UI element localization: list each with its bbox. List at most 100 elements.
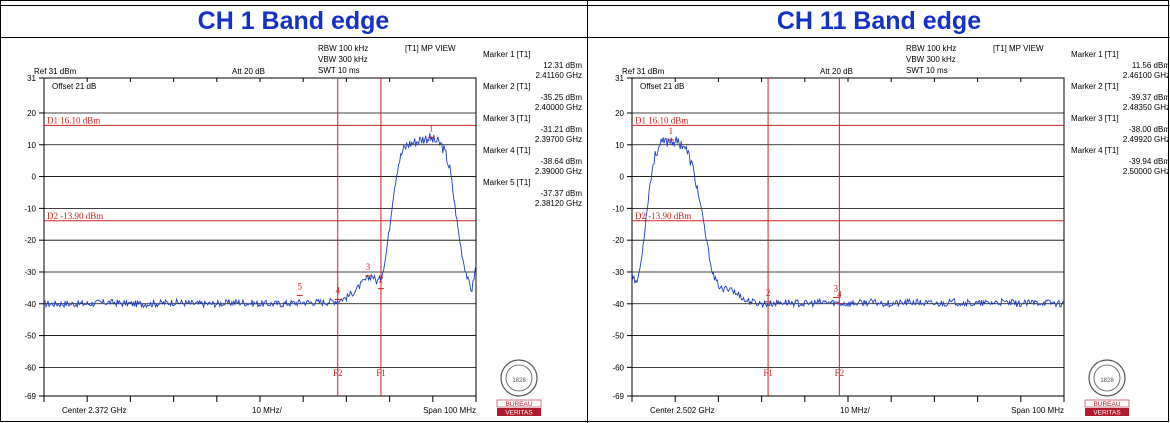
marker-table-label: Marker 2 [T1] <box>1071 82 1119 91</box>
marker-number: 3 <box>366 262 371 272</box>
logo-bottom-text: VERITAS <box>1093 410 1121 417</box>
freq-line-label: F1 <box>763 368 773 378</box>
limit-line-label: D1 16.10 dBm <box>635 115 688 125</box>
division-label: 10 MHz/ <box>252 406 283 415</box>
y-tick-label: 20 <box>27 109 36 118</box>
logo-seal-inner <box>505 364 533 392</box>
logo-top-text: BUREAU <box>1093 401 1120 408</box>
marker-table-freq: 2.39000 GHz <box>535 167 582 176</box>
logo-bottom-box <box>497 408 541 416</box>
y-tick-label: 0 <box>32 173 37 182</box>
division-label: 10 MHz/ <box>840 406 871 415</box>
y-tick-label: -30 <box>612 268 624 277</box>
rbw-label: RBW 100 kHz <box>906 44 956 53</box>
trace-line <box>43 133 477 309</box>
marker-table-freq: 2.50000 GHz <box>1123 167 1169 176</box>
vbw-label: VBW 300 kHz <box>906 55 956 64</box>
freq-line-label: F1 <box>376 368 386 378</box>
center-frequency-label: Center 2.372 GHz <box>62 406 126 415</box>
title-divider <box>0 37 1170 38</box>
center-frequency-label: Center 2.502 GHz <box>650 406 714 415</box>
marker-number: 1 <box>429 123 434 133</box>
y-tick-label: -50 <box>24 332 36 341</box>
panel-title-ch11: CH 11 Band edge <box>776 7 982 35</box>
attenuation-label: Att 20 dB <box>820 67 853 76</box>
marker-table-level: -39.94 dBm <box>1129 157 1169 166</box>
offset-label: Offset 21 dB <box>640 82 684 91</box>
logo-year: 1828 <box>512 378 526 384</box>
view-label: [T1] MP VIEW <box>405 44 456 53</box>
y-tick-label: 10 <box>27 141 36 150</box>
swt-label: SWT 10 ms <box>318 66 360 75</box>
y-tick-label: -69 <box>612 392 624 401</box>
panel-divider <box>587 0 588 423</box>
ref-level-label: Ref 31 dBm <box>622 67 665 76</box>
marker-table-level: -38.00 dBm <box>1129 125 1169 134</box>
swt-label: SWT 10 ms <box>906 66 948 75</box>
y-tick-label: -20 <box>24 236 36 245</box>
attenuation-label: Att 20 dB <box>232 67 265 76</box>
logo-top-text: BUREAU <box>505 401 532 408</box>
y-tick-label: 31 <box>27 74 36 83</box>
ref-level-label: Ref 31 dBm <box>34 67 77 76</box>
marker-table-freq: 2.46100 GHz <box>1123 71 1169 80</box>
y-tick-label: 20 <box>615 109 624 118</box>
y-tick-label: 0 <box>620 173 625 182</box>
marker-table-label: Marker 3 [T1] <box>483 114 531 123</box>
marker-table-label: Marker 4 [T1] <box>483 146 531 155</box>
freq-line-label: F2 <box>333 368 343 378</box>
y-tick-label: -20 <box>612 236 624 245</box>
spectrum-chart-ch1: RBW 100 kHz VBW 300 kHz SWT 10 ms [T1] MP V… <box>24 44 583 417</box>
marker-number: 4 <box>837 290 842 300</box>
marker-table-level: -31.21 dBm <box>541 125 583 134</box>
logo-top-box <box>1084 399 1130 408</box>
marker-table-level: -37.37 dBm <box>541 189 583 198</box>
marker-table-freq: 2.49920 GHz <box>1123 135 1169 144</box>
marker-table-label: Marker 3 [T1] <box>1071 114 1119 123</box>
y-tick-label: -40 <box>24 300 36 309</box>
marker-table-level: -38.64 dBm <box>541 157 583 166</box>
marker-table-label: Marker 5 [T1] <box>483 178 531 187</box>
span-label: Span 100 MHz <box>423 406 476 415</box>
y-tick-label: -40 <box>612 300 624 309</box>
view-label: [T1] MP VIEW <box>993 44 1044 53</box>
spectrum-chart-ch11: RBW 100 kHz VBW 300 kHz SWT 10 ms [T1] MP V… <box>612 44 1169 417</box>
marker-number: 2 <box>379 275 384 285</box>
marker-table-freq: 2.41160 GHz <box>535 71 582 80</box>
marker-number: 5 <box>297 281 302 291</box>
y-tick-label: -69 <box>24 392 36 401</box>
y-tick-label: 10 <box>615 141 624 150</box>
rbw-label: RBW 100 kHz <box>318 44 368 53</box>
y-tick-label: -60 <box>24 363 36 372</box>
marker-table-level: 11.56 dBm <box>1132 61 1169 70</box>
y-tick-label: -10 <box>612 204 624 213</box>
marker-table-level: -35.25 dBm <box>541 93 583 102</box>
y-tick-label: -50 <box>612 332 624 341</box>
freq-line-label: F2 <box>835 368 845 378</box>
marker-table-label: Marker 1 [T1] <box>483 50 531 59</box>
limit-line-label: D1 16.10 dBm <box>47 115 100 125</box>
logo-year: 1828 <box>1100 378 1114 384</box>
marker-table-freq: 2.38120 GHz <box>535 199 582 208</box>
vbw-label: VBW 300 kHz <box>318 55 368 64</box>
y-tick-label: 31 <box>615 74 624 83</box>
top-border <box>0 0 1170 6</box>
y-tick-label: -60 <box>612 363 624 372</box>
logo-bottom-text: VERITAS <box>505 410 533 417</box>
y-tick-label: -30 <box>24 268 36 277</box>
span-label: Span 100 MHz <box>1011 406 1064 415</box>
marker-number: 4 <box>336 285 341 295</box>
marker-table-label: Marker 4 [T1] <box>1071 146 1119 155</box>
marker-table-level: 12.31 dBm <box>543 61 582 70</box>
logo-bottom-box <box>1085 408 1129 416</box>
offset-label: Offset 21 dB <box>52 82 96 91</box>
marker-table-label: Marker 1 [T1] <box>1071 50 1119 59</box>
marker-number: 2 <box>766 288 771 298</box>
marker-table-freq: 2.40000 GHz <box>535 103 582 112</box>
marker-table-level: -39.37 dBm <box>1129 93 1169 102</box>
limit-line-label: D2 -13.90 dBm <box>47 211 103 221</box>
panel-title-ch1: CH 1 Band edge <box>197 7 390 35</box>
trace-line <box>631 136 1065 309</box>
logo-seal-inner <box>1093 364 1121 392</box>
